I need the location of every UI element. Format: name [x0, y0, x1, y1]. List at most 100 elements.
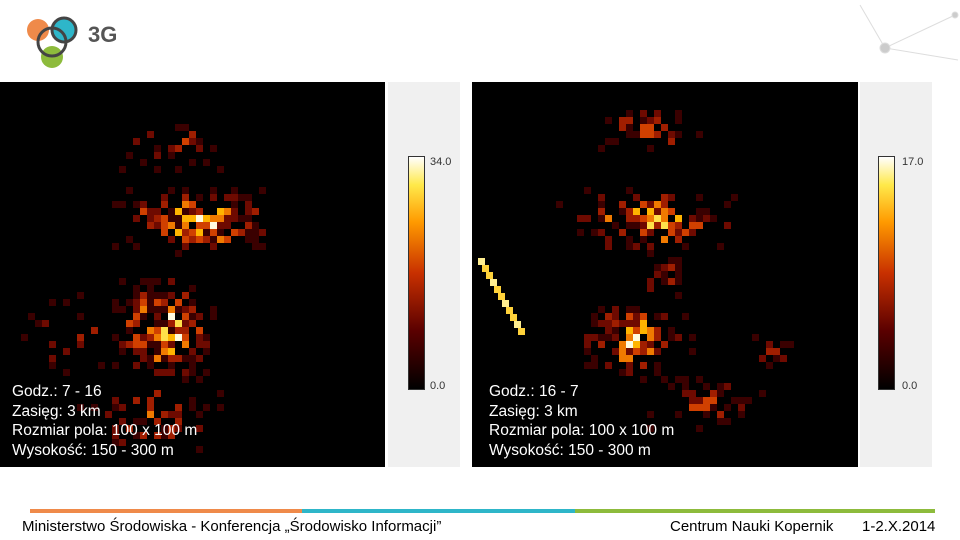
heat-cell	[168, 334, 175, 341]
heat-cell	[161, 341, 168, 348]
heat-cell	[133, 313, 140, 320]
heat-cell	[668, 131, 675, 138]
heat-cell	[112, 432, 119, 439]
heat-cell	[605, 313, 612, 320]
network-decoration	[859, 4, 959, 61]
heat-cell	[605, 320, 612, 327]
heat-cell	[161, 194, 168, 201]
heat-cell	[140, 432, 147, 439]
heat-cell	[633, 334, 640, 341]
heat-cell	[591, 355, 598, 362]
heat-cell	[626, 243, 633, 250]
heat-cell	[654, 271, 661, 278]
heat-cell	[154, 208, 161, 215]
heat-cell	[654, 327, 661, 334]
heat-cell	[647, 348, 654, 355]
heat-cell	[640, 341, 647, 348]
heat-cell	[661, 201, 668, 208]
heat-cell	[196, 215, 203, 222]
heat-cell	[182, 208, 189, 215]
heat-cell	[161, 411, 168, 418]
heat-cell	[49, 341, 56, 348]
heat-cell	[654, 201, 661, 208]
heat-cell	[612, 334, 619, 341]
heat-cell	[577, 229, 584, 236]
heat-cell	[675, 257, 682, 264]
heat-cell	[189, 397, 196, 404]
heat-cell	[182, 201, 189, 208]
heat-cell	[605, 138, 612, 145]
heat-cell	[161, 215, 168, 222]
heat-cell	[161, 327, 168, 334]
heat-cell	[640, 376, 647, 383]
heat-cell	[780, 355, 787, 362]
heat-cell	[154, 306, 161, 313]
heat-cell	[161, 425, 168, 432]
heat-cell	[626, 313, 633, 320]
heat-cell	[710, 390, 717, 397]
heat-cell	[196, 222, 203, 229]
heat-cell	[168, 355, 175, 362]
heat-cell	[203, 215, 210, 222]
heat-cell	[147, 278, 154, 285]
heat-cell	[675, 264, 682, 271]
heat-cell	[182, 138, 189, 145]
heat-cell	[175, 334, 182, 341]
heat-cell	[154, 369, 161, 376]
heat-cell	[514, 321, 521, 328]
heat-cell	[161, 369, 168, 376]
heat-cell	[217, 404, 224, 411]
heat-cell	[182, 187, 189, 194]
heat-cell	[189, 215, 196, 222]
heat-cell	[647, 229, 654, 236]
heat-cell	[598, 215, 605, 222]
heat-cell	[126, 341, 133, 348]
heat-cell	[675, 110, 682, 117]
heat-cell	[154, 278, 161, 285]
heat-cell	[217, 229, 224, 236]
heat-cell	[189, 306, 196, 313]
heat-cell	[140, 341, 147, 348]
heat-cell	[133, 285, 140, 292]
heat-cell	[696, 194, 703, 201]
heat-cell	[647, 327, 654, 334]
heat-cell	[182, 306, 189, 313]
heat-cell	[626, 369, 633, 376]
heat-cell	[738, 404, 745, 411]
heat-cell	[605, 334, 612, 341]
heat-cell	[710, 404, 717, 411]
heat-cell	[168, 215, 175, 222]
heat-cell	[154, 432, 161, 439]
heat-cell	[175, 418, 182, 425]
heat-cell	[168, 432, 175, 439]
heat-cell	[112, 397, 119, 404]
heat-cell	[112, 306, 119, 313]
heat-cell	[675, 271, 682, 278]
heat-cell	[605, 236, 612, 243]
heat-cell	[518, 328, 525, 335]
heat-cell	[210, 145, 217, 152]
colorbar-max: 34.0	[430, 156, 452, 168]
heat-cell	[612, 222, 619, 229]
heat-cell	[175, 327, 182, 334]
caption-line: Godz.: 16 - 7	[489, 383, 579, 400]
heat-cell	[654, 369, 661, 376]
heat-cell	[196, 327, 203, 334]
heat-cell	[133, 418, 140, 425]
heat-cell	[612, 313, 619, 320]
heat-cell	[203, 348, 210, 355]
heat-cell	[182, 327, 189, 334]
heat-cell	[717, 411, 724, 418]
heat-cell	[133, 348, 140, 355]
heat-cell	[189, 138, 196, 145]
heat-cell	[196, 145, 203, 152]
heat-cell	[147, 327, 154, 334]
heat-cell	[245, 201, 252, 208]
heat-cell	[598, 341, 605, 348]
heat-cell	[161, 306, 168, 313]
heat-cell	[210, 222, 217, 229]
heat-cell	[133, 243, 140, 250]
heat-cell	[196, 138, 203, 145]
heat-cell	[168, 208, 175, 215]
heat-cell	[654, 215, 661, 222]
